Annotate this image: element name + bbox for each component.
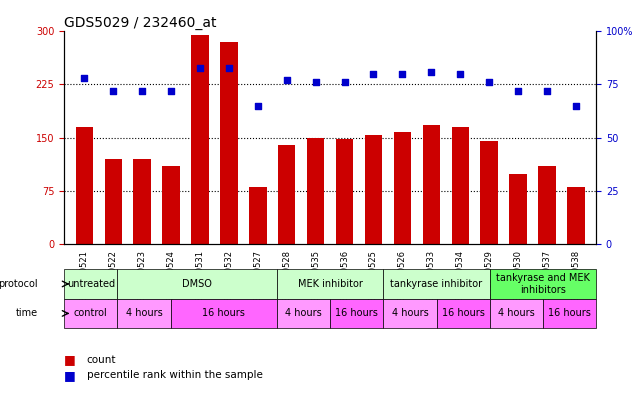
- Text: percentile rank within the sample: percentile rank within the sample: [87, 370, 262, 380]
- Point: [108, 88, 119, 94]
- Point: [340, 79, 350, 86]
- Bar: [490, 299, 543, 328]
- Text: MEK inhibitor: MEK inhibitor: [297, 279, 363, 289]
- Bar: [191, 35, 209, 244]
- Bar: [490, 269, 596, 299]
- Text: DMSO: DMSO: [182, 279, 212, 289]
- Bar: [481, 141, 498, 244]
- Bar: [451, 127, 469, 244]
- Point: [484, 79, 494, 86]
- Text: 4 hours: 4 hours: [285, 309, 322, 318]
- Point: [224, 64, 234, 71]
- Point: [195, 64, 205, 71]
- Text: 16 hours: 16 hours: [335, 309, 378, 318]
- Bar: [162, 166, 179, 244]
- Bar: [117, 299, 171, 328]
- Text: ■: ■: [64, 353, 76, 366]
- Point: [455, 71, 465, 77]
- Point: [426, 69, 437, 75]
- Bar: [510, 174, 527, 244]
- Bar: [171, 299, 277, 328]
- Point: [166, 88, 176, 94]
- Bar: [277, 299, 330, 328]
- Bar: [437, 299, 490, 328]
- Point: [542, 88, 552, 94]
- Bar: [394, 132, 411, 244]
- Bar: [567, 187, 585, 244]
- Bar: [278, 145, 296, 244]
- Point: [513, 88, 523, 94]
- Point: [397, 71, 408, 77]
- Text: ■: ■: [64, 369, 76, 382]
- Bar: [543, 299, 596, 328]
- Bar: [422, 125, 440, 244]
- Bar: [221, 42, 238, 244]
- Text: 4 hours: 4 hours: [498, 309, 535, 318]
- Bar: [104, 159, 122, 244]
- Bar: [538, 166, 556, 244]
- Point: [253, 103, 263, 109]
- Bar: [383, 269, 490, 299]
- Text: 16 hours: 16 hours: [548, 309, 591, 318]
- Bar: [365, 136, 382, 244]
- Bar: [383, 299, 437, 328]
- Bar: [249, 187, 267, 244]
- Bar: [64, 269, 117, 299]
- Bar: [277, 269, 383, 299]
- Point: [281, 77, 292, 83]
- Text: tankyrase and MEK
inhibitors: tankyrase and MEK inhibitors: [496, 273, 590, 295]
- Bar: [76, 127, 93, 244]
- Point: [570, 103, 581, 109]
- Point: [369, 71, 379, 77]
- Bar: [133, 159, 151, 244]
- Text: count: count: [87, 354, 116, 365]
- Point: [310, 79, 320, 86]
- Text: 16 hours: 16 hours: [442, 309, 485, 318]
- Text: 16 hours: 16 hours: [203, 309, 245, 318]
- Text: tankyrase inhibitor: tankyrase inhibitor: [390, 279, 483, 289]
- Point: [79, 75, 90, 81]
- Text: GDS5029 / 232460_at: GDS5029 / 232460_at: [64, 17, 217, 30]
- Bar: [307, 138, 324, 244]
- Point: [137, 88, 147, 94]
- Bar: [64, 299, 117, 328]
- Text: protocol: protocol: [0, 279, 38, 289]
- Text: 4 hours: 4 hours: [392, 309, 428, 318]
- Bar: [117, 269, 277, 299]
- Text: time: time: [15, 309, 38, 318]
- Text: 4 hours: 4 hours: [126, 309, 162, 318]
- Text: untreated: untreated: [67, 279, 115, 289]
- Text: control: control: [74, 309, 108, 318]
- Bar: [330, 299, 383, 328]
- Bar: [336, 139, 353, 244]
